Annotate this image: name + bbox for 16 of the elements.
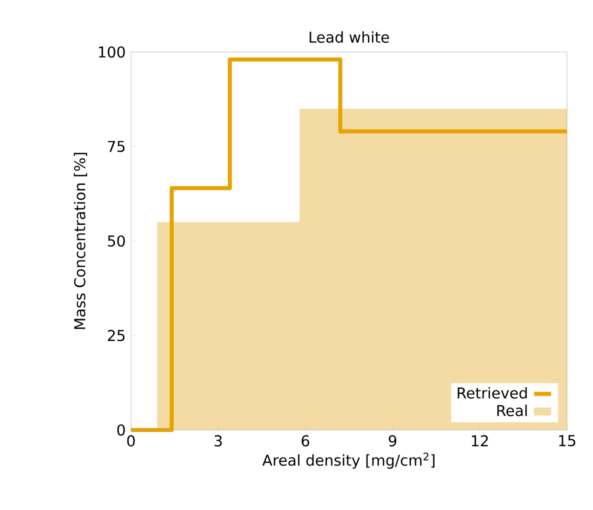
y-tick-label: 50 bbox=[108, 235, 125, 247]
y-axis-title: Mass Concentration [%] bbox=[74, 152, 88, 329]
y-tick-label: 0 bbox=[117, 424, 125, 436]
x-tick-label: 6 bbox=[302, 435, 310, 446]
chart-title: Lead white bbox=[310, 31, 389, 43]
legend-label: Retrieved bbox=[458, 387, 527, 399]
x-tick-label: 3 bbox=[214, 435, 222, 446]
y-tick-label: 75 bbox=[108, 140, 125, 152]
x-tick-label: 15 bbox=[559, 435, 576, 446]
x-axis-title: Areal density [mg/cm$^{2}$] bbox=[262, 452, 434, 469]
y-tick-label: 100 bbox=[98, 46, 125, 58]
legend-label: Real bbox=[497, 404, 527, 416]
y-tick-label: 25 bbox=[108, 330, 125, 342]
x-tick-label: 9 bbox=[388, 435, 396, 446]
x-tick-label: 0 bbox=[127, 435, 135, 446]
x-tick-label: 12 bbox=[472, 435, 488, 446]
